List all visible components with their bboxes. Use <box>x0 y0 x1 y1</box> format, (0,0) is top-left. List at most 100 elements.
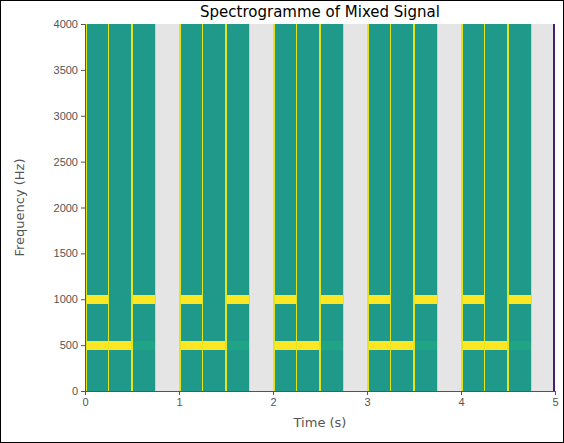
tick-label: 5 <box>552 396 558 408</box>
spectrogram-cell <box>249 304 251 341</box>
spectrogram-cell <box>131 341 133 350</box>
tick-label: 1 <box>176 396 182 408</box>
spectrogram-cell <box>181 304 202 341</box>
tick-mark <box>81 24 85 25</box>
spectrogram-cell <box>415 350 437 391</box>
spectrogram-cell <box>415 304 437 341</box>
spectrogram-cell <box>437 341 439 350</box>
spectrogram-cell <box>390 24 392 295</box>
spectrogram-cell <box>415 24 437 295</box>
spectrogram-cell <box>461 295 463 304</box>
spectrogram-cell <box>413 295 415 304</box>
spectrogram-cell <box>87 295 108 304</box>
spectrogram-cell <box>369 24 390 295</box>
spectrogram-cell <box>463 341 484 350</box>
tick: 2500 <box>54 156 85 168</box>
spectrogram-cell <box>319 24 321 295</box>
spectrogram-cell <box>273 24 275 295</box>
tick-mark <box>555 391 556 395</box>
tick-mark <box>81 162 85 163</box>
spectrogram-cell <box>181 295 202 304</box>
spectrogram-cell <box>297 304 319 341</box>
spectrogram-cell <box>321 295 343 304</box>
spectrogram-cell <box>227 295 249 304</box>
spectrogram-cell <box>507 295 509 304</box>
spectrogram-cell <box>109 304 131 341</box>
spectrogram-cell <box>202 295 204 304</box>
spectrogram-cell <box>297 24 319 295</box>
spectrogram-cell <box>391 24 413 295</box>
spectrogram-cell <box>461 341 463 350</box>
spectrogram-cell <box>203 295 225 304</box>
spectrogram-cell <box>413 350 415 391</box>
spectrogram-cell <box>181 350 202 391</box>
spectrogram-cell <box>296 350 298 391</box>
spectrogram-cell <box>343 24 345 295</box>
spectrogram-cell <box>275 295 296 304</box>
spectrogram-cell <box>553 341 555 350</box>
tick: 0 <box>72 385 85 397</box>
spectrogram-cell <box>390 304 392 341</box>
spectrogram-cell <box>249 24 251 295</box>
spectrogram-cell <box>369 295 390 304</box>
spectrogram-cell <box>273 304 275 341</box>
spectrogram-cell <box>343 341 345 350</box>
spectrogram-cell <box>463 24 484 295</box>
tick-label: 3 <box>364 396 370 408</box>
spectrogram-cell <box>109 350 131 391</box>
spectrogram-cell <box>108 341 110 350</box>
y-axis-title: Frequency (Hz) <box>12 158 27 256</box>
spectrogram-cell <box>108 295 110 304</box>
spectrogram-cell <box>461 304 463 341</box>
spectrogram-cell <box>369 350 390 391</box>
spectrogram-cell <box>463 350 484 391</box>
spectrogram-cell <box>391 304 413 341</box>
spectrogram-cell <box>296 295 298 304</box>
spectrogram-cell <box>181 24 202 295</box>
spectrogram-cell <box>273 350 275 391</box>
spectrogram-cell <box>225 24 227 295</box>
spectrogram-cell <box>275 304 296 341</box>
spectrogram-cell <box>531 341 533 350</box>
spectrogram-cell <box>485 304 507 341</box>
spectrogram-cell <box>463 295 484 304</box>
spectrogram-cell <box>296 341 298 350</box>
spectrogram-cell <box>321 24 343 295</box>
tick-label: 4000 <box>54 18 78 30</box>
spectrogram-cell <box>275 350 296 391</box>
spectrogram-cell <box>225 350 227 391</box>
spectrogram-cell <box>367 350 369 391</box>
spectrogram-cell <box>390 350 392 391</box>
spectrogram-cell <box>179 350 181 391</box>
spectrogram-cell <box>369 304 390 341</box>
spectrogram-cell <box>202 350 204 391</box>
spectrogram-cell <box>485 295 507 304</box>
tick-mark <box>367 391 368 395</box>
spectrogram-cell <box>531 24 533 295</box>
chart: 01234505001000150020002500300035004000Sp… <box>0 0 564 443</box>
spectrogram-cell <box>507 304 509 341</box>
spectrogram-cell <box>391 295 413 304</box>
spectrogram-cell <box>391 341 413 350</box>
spectrogram-cell <box>319 350 321 391</box>
spectrogram-cell <box>273 341 275 350</box>
spectrogram-cell <box>203 341 225 350</box>
spectrogram-cell <box>131 304 133 341</box>
spectrogram-cell <box>202 341 204 350</box>
spectrogram-cell <box>179 304 181 341</box>
spectrogram-cell <box>321 304 343 341</box>
spectrogram-cell <box>415 295 437 304</box>
tick-label: 2 <box>270 396 276 408</box>
spectrogram-cell <box>509 350 531 391</box>
spectrogram-cell <box>202 304 204 341</box>
tick-label: 1500 <box>54 247 78 259</box>
spectrogram-cell <box>133 24 155 295</box>
tick-mark <box>273 391 274 395</box>
spectrogram-cell <box>437 304 439 341</box>
tick-label: 4 <box>458 396 464 408</box>
tick: 1500 <box>54 247 85 259</box>
tick: 3000 <box>54 110 85 122</box>
spectrogram-cell <box>225 295 227 304</box>
spectrogram-cell <box>181 341 202 350</box>
tick-mark <box>461 391 462 395</box>
